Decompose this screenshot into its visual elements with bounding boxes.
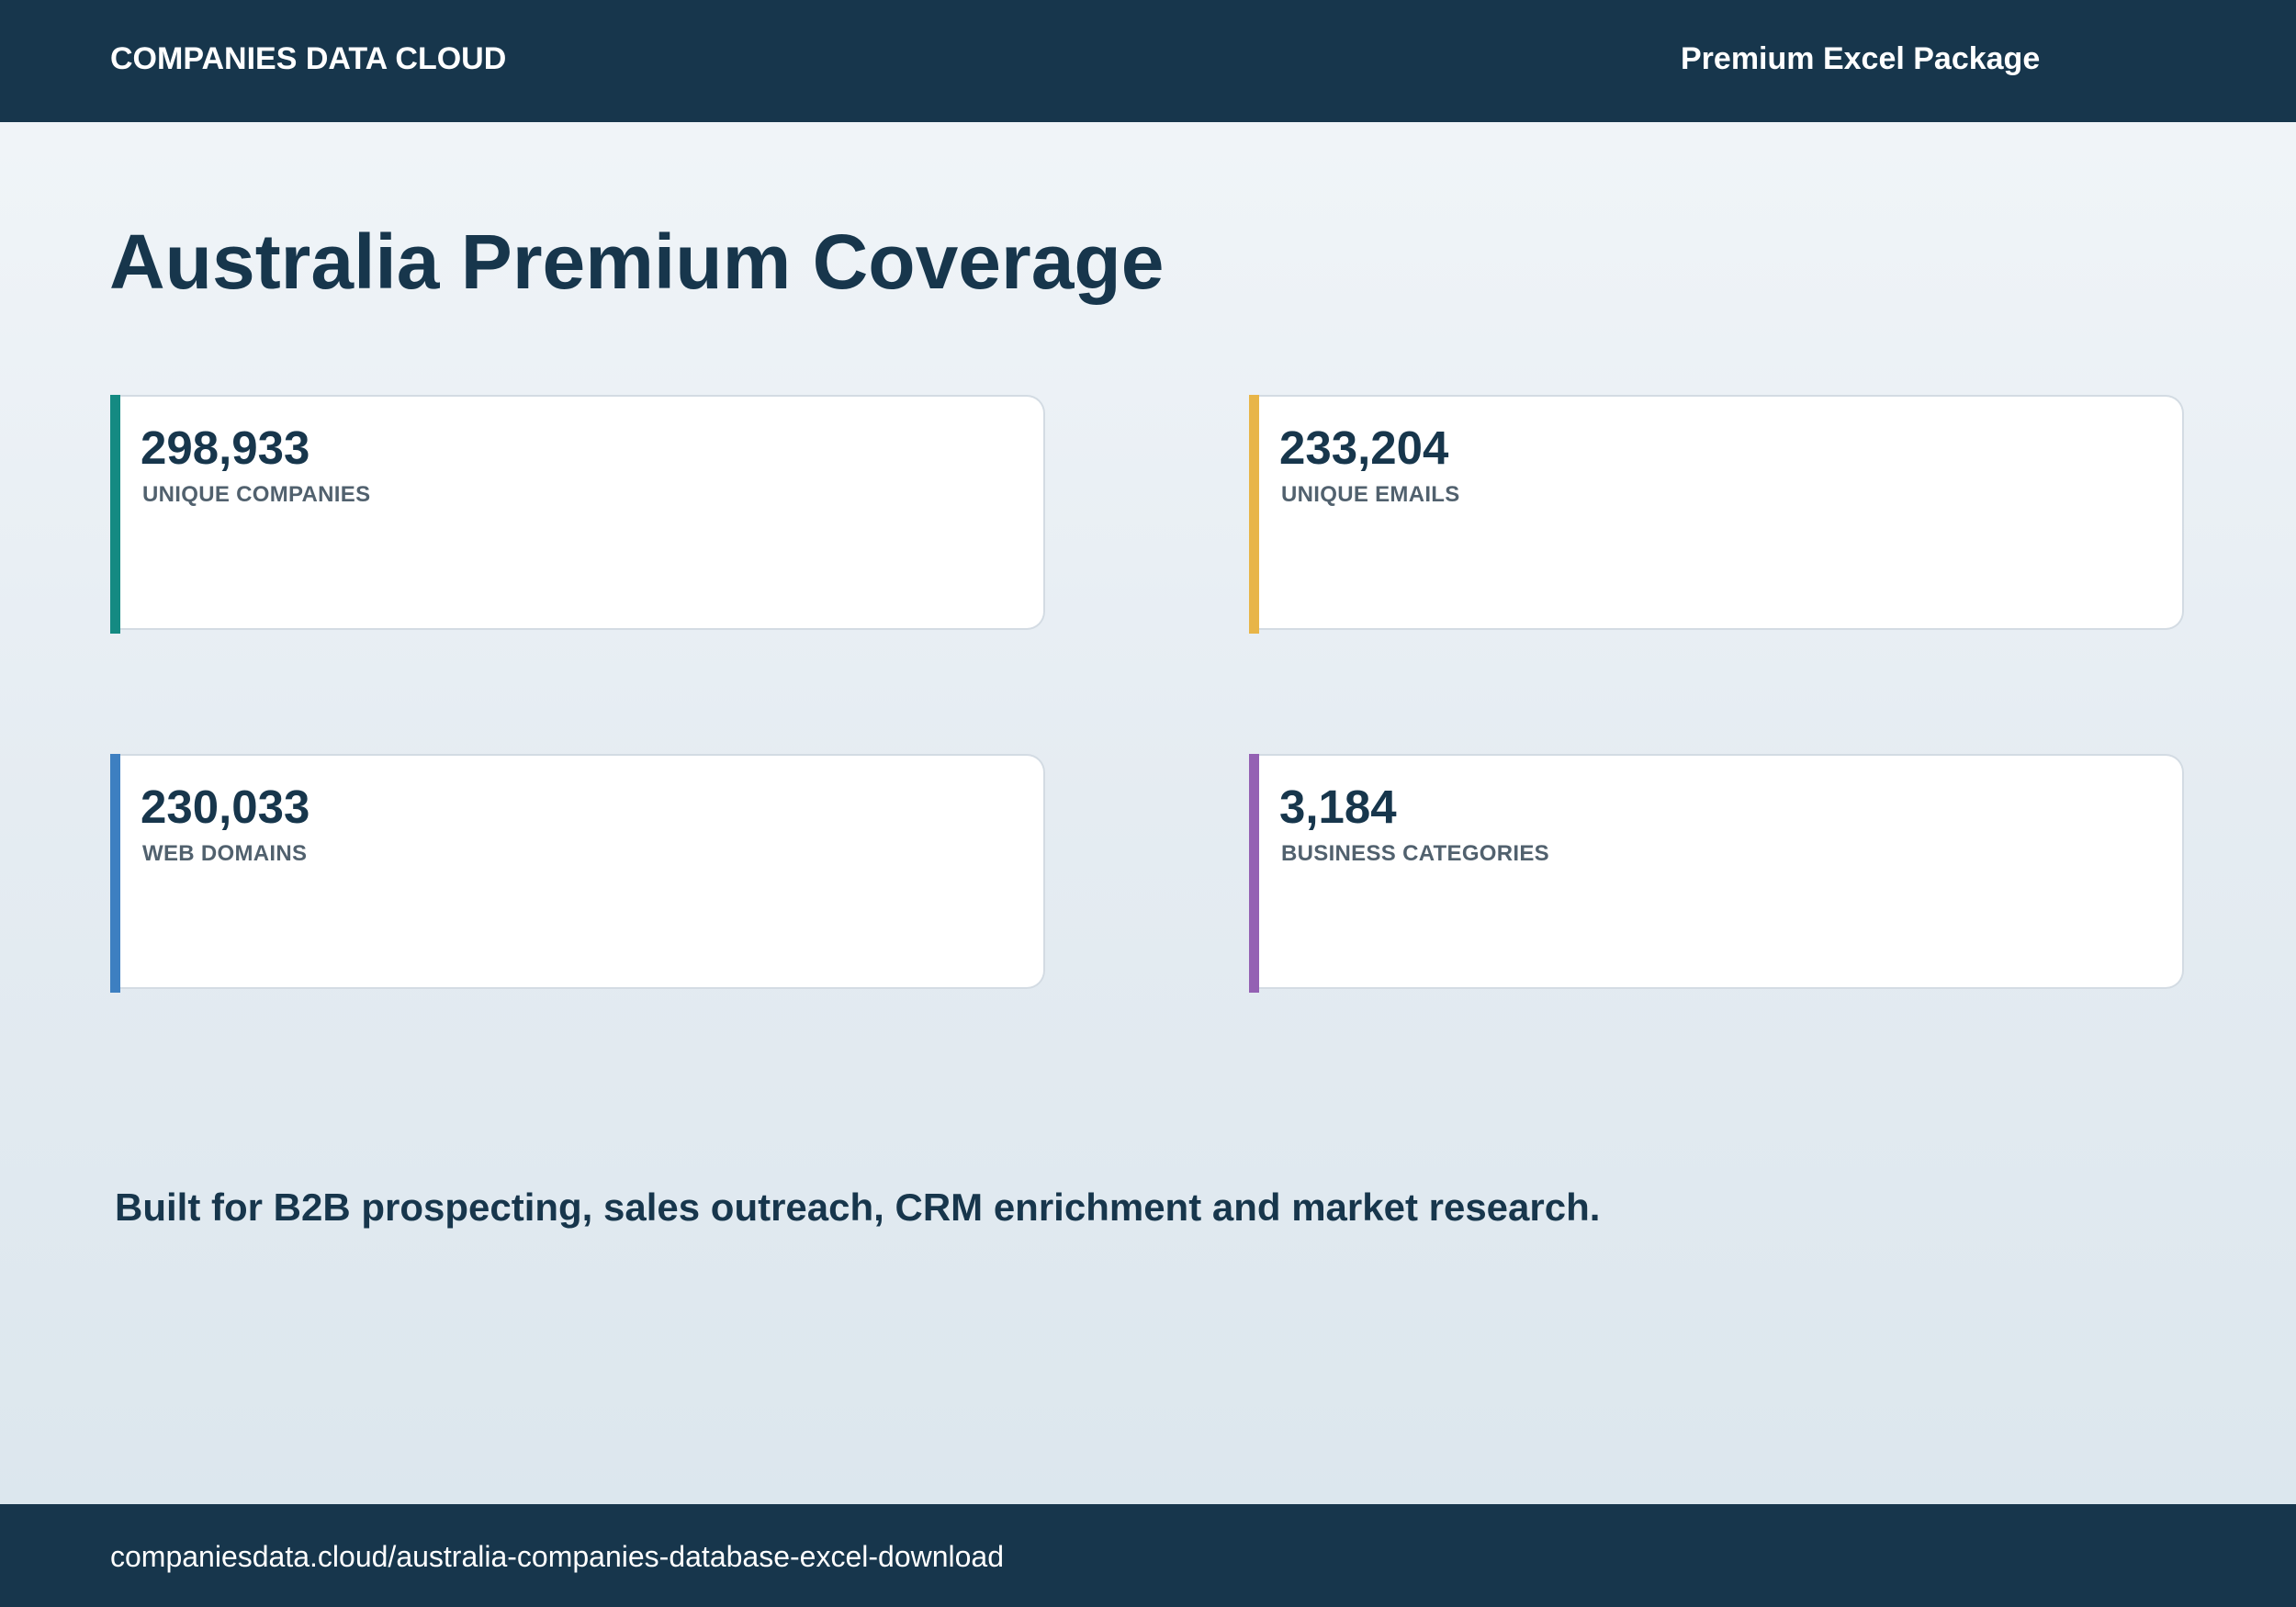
stat-card-unique-emails: 233,204 UNIQUE EMAILS [1249, 395, 2184, 634]
stat-label: BUSINESS CATEGORIES [1281, 841, 1549, 866]
stat-card-accent-bar [1249, 395, 1259, 634]
page-title: Australia Premium Coverage [109, 219, 1165, 305]
package-label: Premium Excel Package [1681, 41, 2041, 76]
brand-name: COMPANIES DATA CLOUD [110, 41, 507, 76]
stat-value: 230,033 [141, 781, 310, 833]
footer-bar: companiesdata.cloud/australia-companies-… [0, 1504, 2296, 1607]
stat-label: WEB DOMAINS [142, 841, 308, 866]
stat-card-accent-bar [1249, 754, 1259, 993]
stat-label: UNIQUE EMAILS [1281, 482, 1460, 507]
stat-card-accent-bar [110, 395, 120, 634]
stat-card-unique-companies: 298,933 UNIQUE COMPANIES [110, 395, 1045, 634]
tagline: Built for B2B prospecting, sales outreac… [115, 1186, 1601, 1229]
stat-card-accent-bar [110, 754, 120, 993]
stat-card-business-categories: 3,184 BUSINESS CATEGORIES [1249, 754, 2184, 993]
header-bar: COMPANIES DATA CLOUD Premium Excel Packa… [0, 0, 2296, 122]
stat-value: 3,184 [1279, 781, 1397, 833]
stat-card-web-domains: 230,033 WEB DOMAINS [110, 754, 1045, 993]
stat-label: UNIQUE COMPANIES [142, 482, 371, 507]
stat-value: 233,204 [1279, 421, 1449, 474]
footer-url: companiesdata.cloud/australia-companies-… [110, 1540, 1005, 1573]
stat-value: 298,933 [141, 421, 310, 474]
